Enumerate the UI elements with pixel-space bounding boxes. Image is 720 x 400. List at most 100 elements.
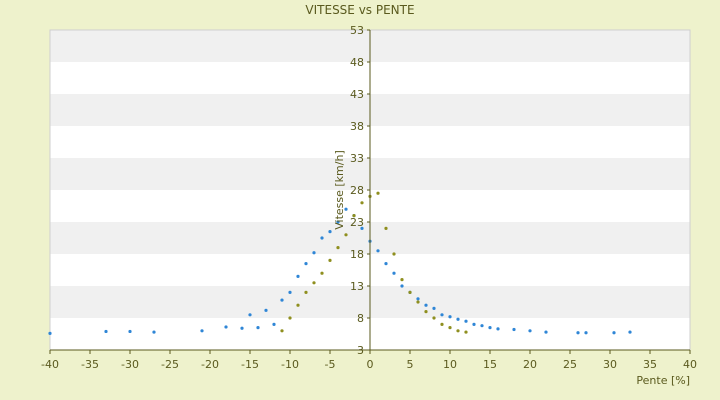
point-blue xyxy=(424,303,428,307)
y-tick-label: 18 xyxy=(350,248,364,261)
point-blue xyxy=(224,325,228,329)
point-olive xyxy=(288,316,292,320)
point-olive xyxy=(440,322,444,326)
y-tick-label: 8 xyxy=(357,312,364,325)
point-blue xyxy=(256,326,260,330)
point-olive xyxy=(416,300,420,304)
y-tick-label: 33 xyxy=(350,152,364,165)
point-blue xyxy=(128,329,132,334)
point-blue xyxy=(304,262,308,266)
x-tick-label: -25 xyxy=(161,358,179,371)
scatter-points xyxy=(48,191,632,335)
point-olive xyxy=(336,246,340,250)
x-tick-label: 5 xyxy=(407,358,414,371)
point-olive xyxy=(384,226,388,230)
point-olive xyxy=(304,290,308,294)
point-blue xyxy=(240,326,244,330)
point-olive xyxy=(408,290,412,294)
point-blue xyxy=(320,236,324,240)
point-blue xyxy=(612,331,616,335)
point-blue xyxy=(200,329,204,333)
point-olive xyxy=(320,271,324,275)
y-tick-label: 53 xyxy=(350,24,364,37)
x-tick-label: 40 xyxy=(683,358,697,371)
point-olive xyxy=(360,201,364,205)
point-olive xyxy=(376,191,380,195)
y-tick-label: 23 xyxy=(350,216,364,229)
point-blue xyxy=(440,313,444,317)
point-blue xyxy=(272,322,276,326)
point-blue xyxy=(480,324,484,328)
point-olive xyxy=(400,278,404,282)
point-blue xyxy=(360,226,364,230)
x-tick-label: -10 xyxy=(281,358,299,371)
point-blue xyxy=(312,251,316,255)
point-olive xyxy=(312,281,316,285)
point-olive xyxy=(424,310,428,314)
point-blue xyxy=(264,308,268,312)
y-tick-label: 48 xyxy=(350,56,364,69)
x-tick-label: -15 xyxy=(241,358,259,371)
point-blue xyxy=(628,330,632,334)
y-axis-title: Vitesse [km/h] xyxy=(333,150,346,230)
point-blue xyxy=(336,220,340,224)
point-blue xyxy=(472,322,476,326)
point-blue xyxy=(432,306,436,310)
point-olive xyxy=(464,330,468,334)
x-tick-label: -5 xyxy=(325,358,336,371)
point-blue xyxy=(48,331,52,335)
x-tick-label: 35 xyxy=(643,358,657,371)
x-tick-label: 15 xyxy=(483,358,497,371)
point-olive xyxy=(352,214,356,218)
x-tick-label: -35 xyxy=(81,358,99,371)
y-tick-label: 28 xyxy=(350,184,364,197)
chart-title: VITESSE vs PENTE xyxy=(305,3,414,17)
point-blue xyxy=(512,327,516,332)
y-tick-label: 38 xyxy=(350,120,364,133)
y-tick-label: 13 xyxy=(350,280,364,293)
y-tick-label: 3 xyxy=(357,344,364,357)
point-blue xyxy=(416,297,420,301)
point-blue xyxy=(296,274,300,278)
point-olive xyxy=(448,326,452,330)
point-blue xyxy=(248,313,252,317)
x-tick-label: 10 xyxy=(443,358,457,371)
x-tick-label: -20 xyxy=(201,358,219,371)
point-blue xyxy=(448,315,452,319)
point-blue xyxy=(344,207,348,211)
point-blue xyxy=(528,329,532,333)
point-blue xyxy=(152,330,156,334)
point-olive xyxy=(432,316,436,320)
point-blue xyxy=(392,271,396,275)
point-blue xyxy=(288,290,292,294)
x-tick-label: 25 xyxy=(563,358,577,371)
point-blue xyxy=(104,329,108,334)
point-blue xyxy=(464,319,468,323)
point-blue xyxy=(376,249,380,253)
point-blue xyxy=(544,330,548,334)
point-olive xyxy=(280,329,284,333)
point-blue xyxy=(384,262,388,266)
point-blue xyxy=(584,331,588,335)
point-blue xyxy=(328,230,332,234)
x-tick-label: -40 xyxy=(41,358,59,371)
point-olive xyxy=(344,233,348,237)
x-tick-label: -30 xyxy=(121,358,139,371)
x-tick-label: 30 xyxy=(603,358,617,371)
x-ticks: -40 -35 -30 -25 -20 -15 -10 -5 0 5 10 15 20 25 30 35 40 xyxy=(41,350,697,371)
point-olive xyxy=(456,329,460,333)
x-tick-label: 20 xyxy=(523,358,537,371)
y-tick-label: 43 xyxy=(350,88,364,101)
point-olive xyxy=(328,258,332,262)
point-blue xyxy=(576,331,580,335)
point-blue xyxy=(456,317,460,321)
point-blue xyxy=(488,326,492,330)
point-olive xyxy=(296,303,300,307)
point-olive xyxy=(392,252,396,256)
point-blue xyxy=(400,284,404,288)
x-tick-label: 0 xyxy=(367,358,374,371)
x-axis-title: Pente [%] xyxy=(636,374,690,387)
